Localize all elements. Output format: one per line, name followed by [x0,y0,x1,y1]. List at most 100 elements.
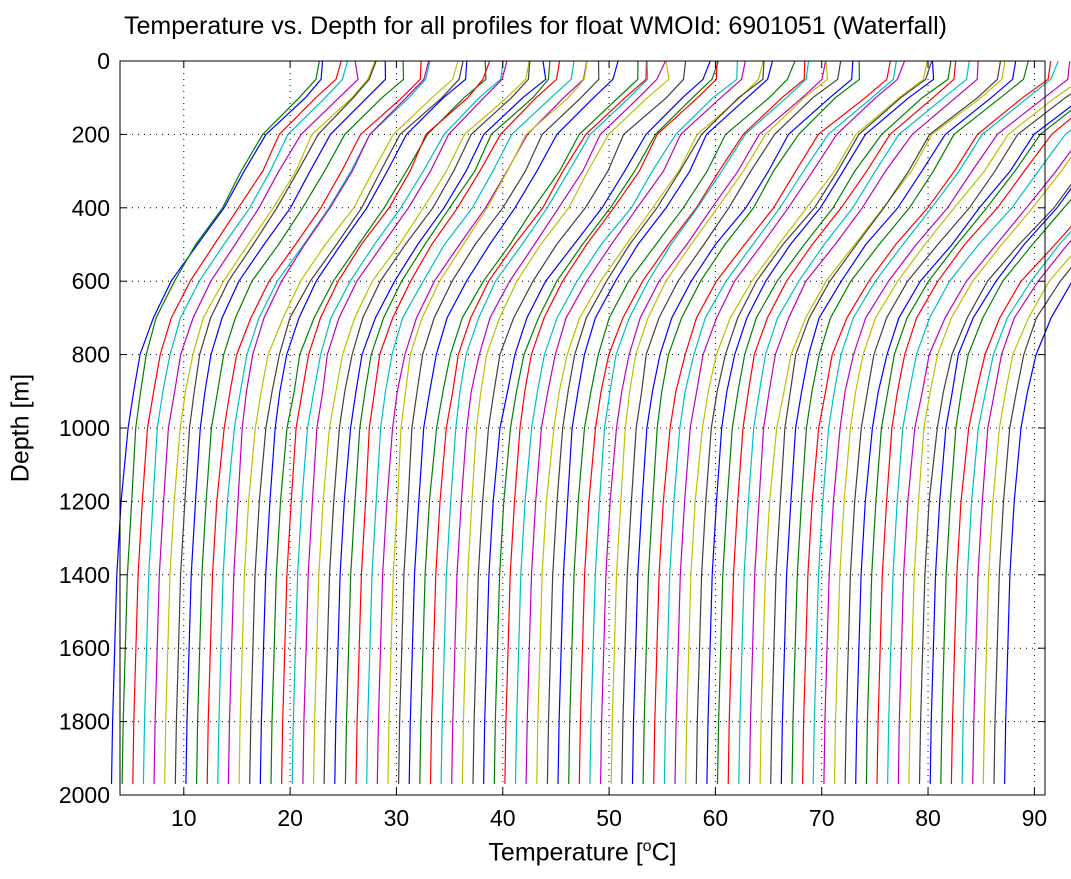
profile-line [897,149,1071,785]
profile-line [961,230,1071,785]
y-tick-label: 200 [72,121,110,147]
y-tick-label: 1800 [59,709,110,735]
profile-line [812,60,1059,785]
x-tick-label: 40 [490,805,516,831]
profile-line [855,105,1071,785]
profile-line [281,60,491,785]
profile-line [217,60,431,785]
profile-line [908,156,1071,785]
profile-line [196,60,405,785]
profile-line [387,60,588,785]
profile-line [174,60,377,785]
profile-line [110,60,324,785]
profile-line [546,60,765,785]
profile-line [876,117,1071,785]
profile-line [227,60,430,785]
profile-line [780,60,1017,785]
profile-line [674,60,906,785]
profile-line [164,60,376,785]
profile-line [440,60,649,785]
y-tick-label: 1600 [59,635,110,661]
x-tick-label: 90 [1022,805,1048,831]
profile-line [185,60,387,785]
profile-line [748,60,979,785]
profile-line [993,266,1071,785]
profile-line [833,85,1071,785]
profile-line [759,60,1006,785]
y-tick-label: 600 [72,268,110,294]
y-tick-label: 400 [72,195,110,221]
profile-line [504,60,718,785]
x-tick-label: 30 [384,805,410,831]
profile-line [206,60,422,785]
chart-title: Temperature vs. Depth for all profiles f… [123,12,947,40]
profile-line [249,60,464,785]
profile-line [132,60,342,785]
profile-line [887,129,1071,785]
profile-line [791,60,1029,785]
x-tick-label: 70 [809,805,835,831]
profile-line [398,60,600,785]
profile-line [419,60,639,785]
profile-line [536,60,764,785]
x-axis-label-unit: C] [651,838,677,867]
profile-line [802,60,1052,785]
profile-line [142,60,348,785]
x-tick-label: 80 [915,805,941,831]
x-tick-label: 50 [596,805,622,831]
y-axis-label: Depth [m] [6,373,35,483]
profile-line [408,60,619,785]
profile-line [621,60,842,785]
profile-line [451,60,667,785]
profile-line [695,60,933,785]
profile-lines [110,60,1071,785]
profile-line [514,60,738,785]
profile-line [950,225,1071,785]
y-tick-label: 800 [72,342,110,368]
profile-line [589,60,810,785]
profile-line [461,60,670,785]
profile-line [865,109,1071,785]
profile-line [738,60,970,785]
profile-line [153,60,359,785]
profile-line [685,60,928,785]
x-axis-label-superscript: o [642,838,652,855]
profile-line [557,60,774,785]
y-tick-label: 2000 [59,782,110,808]
profile-line [706,60,935,785]
profile-line [1004,282,1071,785]
profile-line [631,60,854,785]
profile-line [344,60,551,785]
y-tick-label: 1400 [59,562,110,588]
profile-line [323,60,531,785]
profile-line [302,60,508,785]
profile-line [493,60,719,785]
profile-line [259,60,468,785]
profile-line [940,198,1071,785]
profile-line [929,187,1071,785]
profile-line [483,60,711,785]
y-tick-label: 0 [97,48,110,74]
profile-line [982,254,1071,785]
profile-line [312,60,530,785]
profile-line [823,60,1071,785]
profile-line [972,239,1071,785]
y-tick-label: 1000 [59,415,110,441]
profile-line [770,60,1002,785]
x-tick-label: 10 [171,805,197,831]
profile-line [716,60,952,785]
profile-line [366,60,575,785]
x-tick-label: 60 [703,805,729,831]
profile-line [238,60,459,785]
profile-line [429,60,648,785]
x-axis-label-text: Temperature [ [488,838,643,867]
profile-line [610,60,829,785]
profile-line [727,60,957,785]
profile-line [472,60,687,785]
profile-line [844,93,1071,785]
profile-line [121,60,320,785]
x-axis-label: Temperature [oC] [120,838,1045,867]
profile-line [334,60,547,785]
profile-line [653,60,891,785]
